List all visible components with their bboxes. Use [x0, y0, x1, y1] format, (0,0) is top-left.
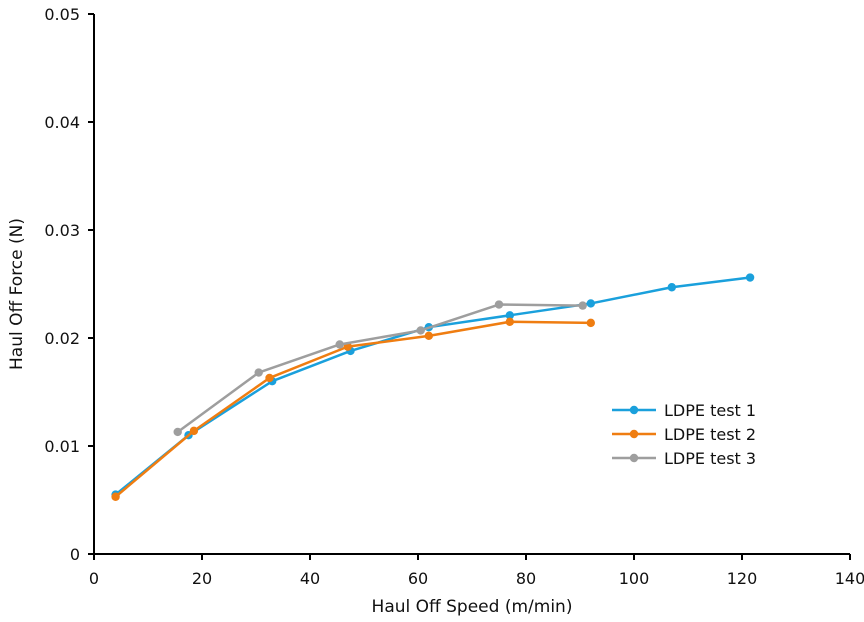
data-point — [505, 311, 514, 320]
legend: LDPE test 1 LDPE test 2 LDPE test 3 — [612, 401, 756, 468]
y-tick-label: 0 — [70, 545, 80, 564]
legend-item: LDPE test 1 — [612, 401, 756, 420]
data-point — [505, 317, 514, 326]
tick-labels-group: 0 20 40 60 80 100 120 140 0 0.01 0.02 0.03 0.04 0.05 — [44, 5, 864, 588]
data-point — [416, 326, 425, 335]
legend-label: LDPE test 3 — [664, 449, 756, 468]
x-tick-label: 0 — [89, 569, 99, 588]
data-point — [189, 426, 199, 436]
x-tick-label: 60 — [408, 569, 428, 588]
y-axis-title: Haul Off Force (N) — [7, 218, 27, 370]
data-point — [586, 318, 595, 328]
y-tick-label: 0.04 — [44, 113, 80, 132]
data-point — [586, 299, 595, 308]
axes-group — [88, 13, 851, 560]
data-point — [745, 273, 755, 282]
legend-swatch-marker — [629, 453, 639, 463]
data-point — [424, 331, 433, 341]
legend-label: LDPE test 1 — [664, 401, 756, 420]
x-tick-label: 20 — [192, 569, 212, 588]
y-tick-label: 0.05 — [44, 5, 80, 24]
data-point — [494, 300, 504, 309]
x-tick-label: 40 — [300, 569, 320, 588]
series-2 — [111, 317, 595, 501]
legend-label: LDPE test 2 — [664, 425, 756, 444]
x-tick-label: 140 — [835, 569, 864, 588]
legend-swatch-marker — [629, 429, 639, 439]
series-line — [114, 276, 751, 496]
series-line — [176, 303, 583, 433]
y-tick-label: 0.03 — [44, 221, 80, 240]
legend-item: LDPE test 3 — [612, 449, 756, 468]
x-axis-title: Haul Off Speed (m/min) — [372, 597, 573, 617]
y-tick-label: 0.01 — [44, 437, 80, 456]
legend-swatch-marker — [629, 405, 639, 415]
x-tick-label: 80 — [516, 569, 536, 588]
series-group — [111, 273, 755, 501]
data-point — [335, 340, 344, 349]
y-tick-label: 0.02 — [44, 329, 80, 348]
data-point — [254, 368, 263, 377]
data-point — [173, 427, 182, 437]
legend-item: LDPE test 2 — [612, 425, 756, 444]
data-point — [265, 373, 274, 383]
series-1 — [111, 273, 755, 499]
series-3 — [173, 300, 587, 437]
x-tick-label: 100 — [619, 569, 650, 588]
x-tick-label: 120 — [727, 569, 758, 588]
data-point — [111, 492, 120, 501]
data-point — [667, 283, 676, 292]
data-point — [578, 301, 587, 310]
